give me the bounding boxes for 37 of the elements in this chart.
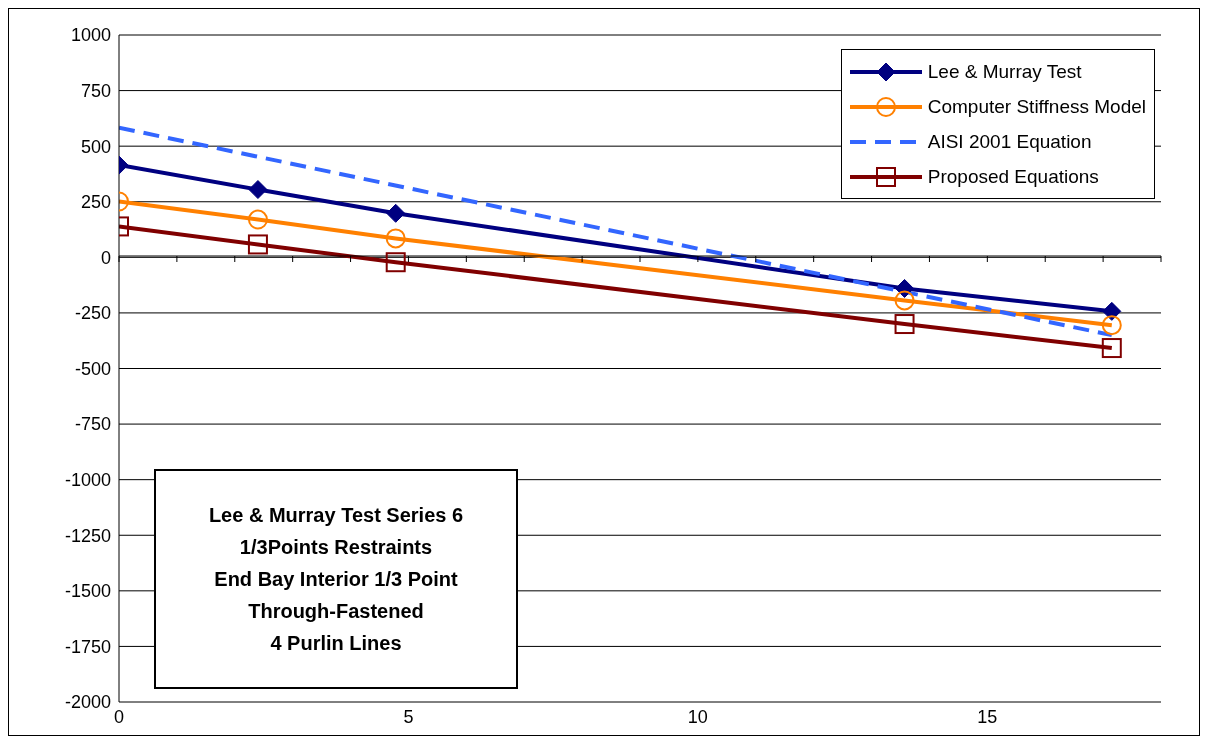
point (1101, 315, 1122, 336)
y-tick-label: -750 (74, 414, 111, 435)
point (248, 180, 268, 200)
y-tick-label: 750 (80, 80, 111, 101)
x-tick-label: 15 (977, 706, 998, 727)
y-tick-label: 0 (100, 247, 111, 268)
annotation: End Bay Interior 1/3 Point (214, 567, 458, 592)
point (386, 203, 406, 223)
y-tick-label: -1250 (64, 525, 111, 546)
y-tick-label: -2000 (64, 692, 111, 713)
point (385, 228, 406, 249)
y-tick-label: 1000 (70, 25, 111, 46)
x-tick-label: 5 (403, 706, 414, 727)
x-tick-label: 10 (687, 706, 708, 727)
legend-label: Proposed Equations (927, 165, 1099, 188)
y-tick-label: 250 (80, 192, 111, 213)
point (894, 314, 915, 335)
legend-label: AISI 2001 Equation (927, 130, 1092, 153)
y-tick-label: 500 (80, 136, 111, 157)
point (247, 209, 268, 230)
point (1102, 301, 1122, 321)
annotation: 1/3Points Restraints (239, 535, 433, 560)
point (247, 234, 268, 255)
y-tick-label: -1500 (64, 581, 111, 602)
y-tick-label: -1750 (64, 636, 111, 657)
y-tick-label: -250 (74, 303, 111, 324)
legend-label: Lee & Murray Test (927, 60, 1082, 83)
point (385, 252, 406, 273)
annotation: Lee & Murray Test Series 6 (208, 503, 464, 528)
annotation: 4 Purlin Lines (270, 631, 402, 656)
y-tick-label: -1000 (64, 470, 111, 491)
legend-label: Computer Stiffness Model (927, 95, 1146, 118)
point (1101, 338, 1122, 359)
y-tick-label: -500 (74, 358, 111, 379)
x-tick-label: 0 (113, 706, 125, 727)
point (894, 290, 915, 311)
annotation: Through-Fastened (248, 599, 424, 624)
